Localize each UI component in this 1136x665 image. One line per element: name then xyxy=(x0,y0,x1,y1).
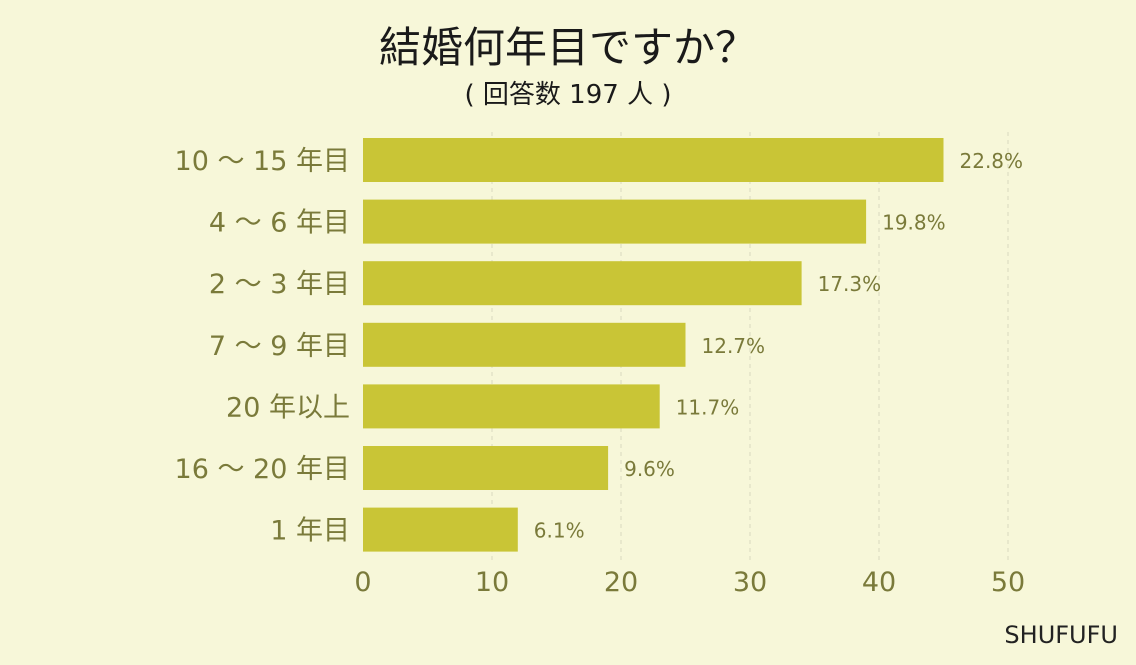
x-tick-label-3: 30 xyxy=(733,567,767,598)
chart-subtitle: ( 回答数 197 人 ) xyxy=(464,80,672,110)
category-label-6: 1 年目 xyxy=(270,516,350,547)
bar-2 xyxy=(363,261,802,306)
category-label-3: 7 ～ 9 年目 xyxy=(209,331,350,362)
category-label-5: 16 ～ 20 年目 xyxy=(175,454,350,485)
category-label-0: 10 ～ 15 年目 xyxy=(175,146,350,177)
value-label-3: 12.7% xyxy=(702,334,766,358)
category-label-4: 20 年以上 xyxy=(226,392,350,423)
bar-1 xyxy=(363,199,867,244)
chart-title: 結婚何年目ですか？ xyxy=(378,23,757,72)
category-label-2: 2 ～ 3 年目 xyxy=(209,269,350,300)
x-tick-label-5: 50 xyxy=(991,567,1025,598)
x-tick-label-1: 10 xyxy=(475,567,509,598)
value-label-2: 17.3% xyxy=(818,272,882,296)
bar-3 xyxy=(363,322,686,367)
x-tick-label-4: 40 xyxy=(862,567,896,598)
category-label-1: 4 ～ 6 年目 xyxy=(209,208,350,239)
bar-4 xyxy=(363,384,660,429)
brand-logo-text: SHUFUFU xyxy=(1004,621,1118,649)
value-label-5: 9.6% xyxy=(624,457,675,481)
value-label-4: 11.7% xyxy=(676,395,740,419)
bar-6 xyxy=(363,507,518,552)
bar-0 xyxy=(363,138,944,182)
value-label-1: 19.8% xyxy=(882,211,946,235)
x-tick-label-0: 0 xyxy=(354,567,371,598)
value-label-0: 22.8% xyxy=(960,149,1024,173)
value-label-6: 6.1% xyxy=(534,519,585,543)
x-tick-label-2: 20 xyxy=(604,567,638,598)
bar-5 xyxy=(363,446,609,490)
